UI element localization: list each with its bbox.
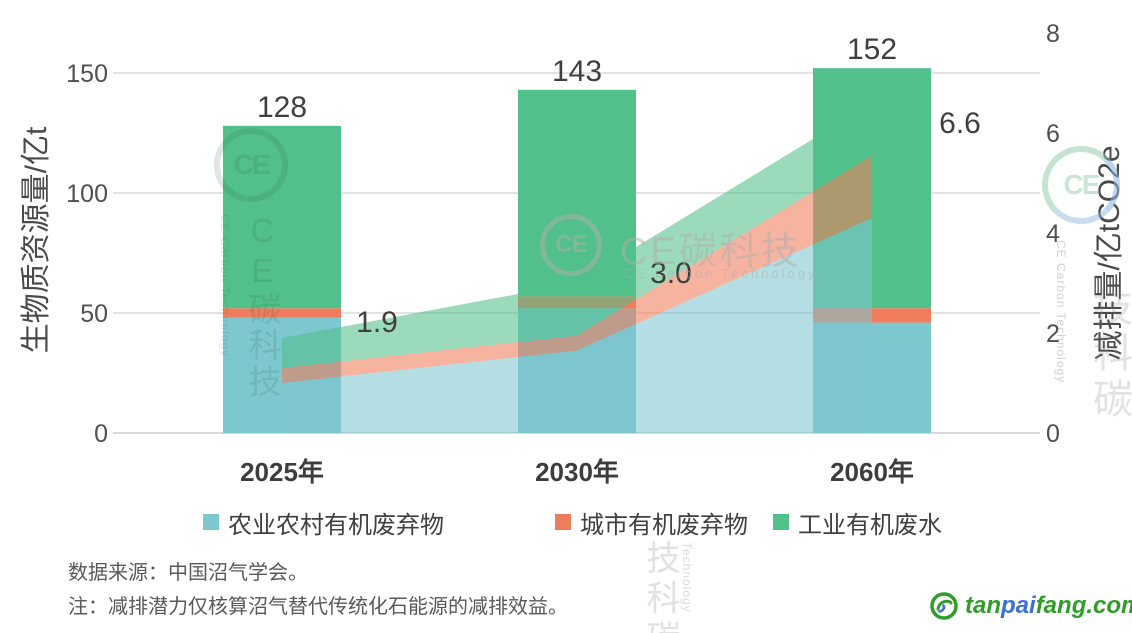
y-tick-label-left: 100: [66, 180, 108, 208]
y-tick-label-left: 150: [66, 60, 108, 88]
area-layer: [282, 155, 872, 383]
bar-total-label: 128: [257, 91, 307, 124]
legend-item: 城市有机废弃物: [555, 505, 748, 539]
area-value-label: 6.6: [939, 107, 981, 140]
legend: 农业农村有机废弃物 城市有机废弃物 工业有机废水: [0, 505, 1132, 539]
site-logo-text-green2: fang.com: [1035, 592, 1132, 619]
area-layer: [282, 218, 872, 433]
methodology-note: 注：减排潜力仅核算沼气替代传统化石能源的减排效益。: [68, 596, 568, 618]
site-logo-text-blue: pai: [1001, 592, 1036, 619]
legend-label: 工业有机废水: [798, 511, 942, 539]
legend-label: 城市有机废弃物: [580, 511, 748, 539]
site-logo[interactable]: tanpaifang.com: [930, 592, 1132, 620]
x-tick-label: 2060年: [830, 457, 914, 487]
area-layer: [282, 103, 872, 368]
bar-segment: [223, 125, 341, 309]
y-tick-label-right: 8: [1046, 20, 1060, 48]
legend-swatch: [773, 514, 789, 530]
y-tick-label-right: 2: [1046, 320, 1060, 348]
bar-total-label: 152: [847, 33, 897, 66]
site-logo-icon: [930, 592, 958, 620]
area-value-label: 3.0: [650, 257, 692, 290]
right-axis-title: 减排量/亿tCO2e: [1093, 145, 1126, 361]
y-tick-label-left: 0: [94, 420, 108, 448]
y-tick-label-right: 6: [1046, 120, 1060, 148]
legend-swatch: [203, 514, 219, 530]
legend-swatch: [555, 514, 571, 530]
data-source-note: 数据来源：中国沼气学会。: [68, 562, 308, 584]
legend-label: 农业农村有机废弃物: [228, 511, 444, 539]
legend-item: 农业农村有机废弃物: [203, 505, 444, 539]
y-tick-label-right: 4: [1046, 220, 1060, 248]
x-tick-label: 2025年: [240, 457, 324, 487]
left-axis-title: 生物质资源量/亿t: [20, 126, 53, 354]
site-logo-text-green1: tan: [965, 592, 1001, 619]
x-tick-label: 2030年: [535, 457, 619, 487]
bar-total-label: 143: [552, 55, 602, 88]
bar-segment: [223, 308, 341, 318]
y-tick-label-right: 0: [1046, 420, 1060, 448]
legend-item: 工业有机废水: [773, 505, 942, 539]
y-tick-label-left: 50: [80, 300, 108, 328]
site-logo-text: tanpaifang.com: [965, 592, 1132, 620]
area-value-label: 1.9: [356, 306, 398, 339]
